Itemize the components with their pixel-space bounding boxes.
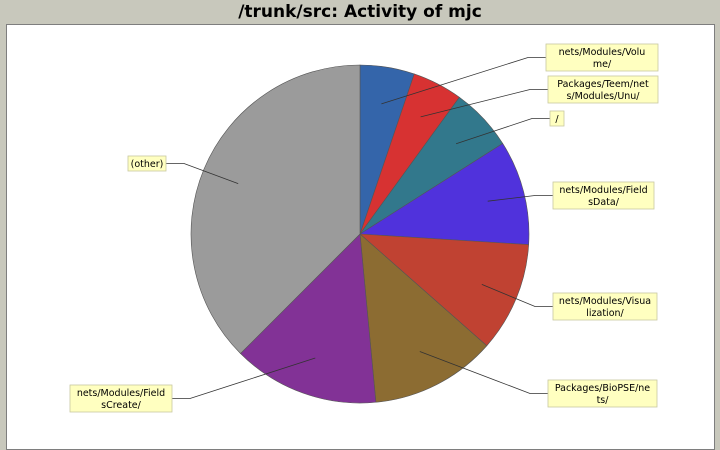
slice-label-box: [545, 43, 659, 72]
slice-label-box: [547, 379, 658, 408]
slice-label: lization/: [586, 308, 624, 319]
pie-slice: [359, 143, 530, 245]
chart-title: /trunk/src: Activity of mjc: [238, 2, 482, 22]
slice-label: nets/Modules/Field: [559, 185, 647, 196]
label-leader-line: [481, 284, 553, 307]
slice-label-box: [127, 155, 167, 172]
slice-label: sData/: [588, 197, 620, 208]
slice-label: nets/Modules/Field: [77, 388, 165, 399]
slice-label-box: [552, 292, 658, 321]
label-leader-line: [487, 195, 553, 202]
slice-label: (other): [131, 159, 164, 170]
slice-label: nets/Modules/Visua: [559, 296, 651, 307]
label-leader-line: [166, 163, 239, 184]
slice-label-box: [547, 75, 659, 104]
slice-label: /: [555, 114, 559, 125]
label-leader-line: [381, 57, 546, 105]
label-leader-line: [455, 118, 550, 145]
slice-label: sCreate/: [101, 400, 142, 411]
label-leader-line: [172, 357, 316, 399]
slice-label-box: [549, 110, 565, 127]
slice-label: Packages/BioPSE/ne: [555, 383, 650, 394]
slice-label: nets/Modules/Volu: [559, 47, 646, 58]
pie-slice: [359, 233, 488, 403]
label-leader-line: [419, 351, 548, 394]
slice-label-box: [69, 384, 173, 413]
slice-label: s/Modules/Unu/: [566, 91, 640, 102]
slice-label: me/: [593, 59, 612, 70]
pie-slice: [240, 233, 377, 404]
pie-slice: [190, 64, 361, 354]
slice-label: ts/: [597, 395, 610, 406]
label-leader-line: [420, 89, 548, 118]
slice-label-box: [552, 181, 655, 210]
slice-label: Packages/Teem/net: [557, 79, 649, 90]
